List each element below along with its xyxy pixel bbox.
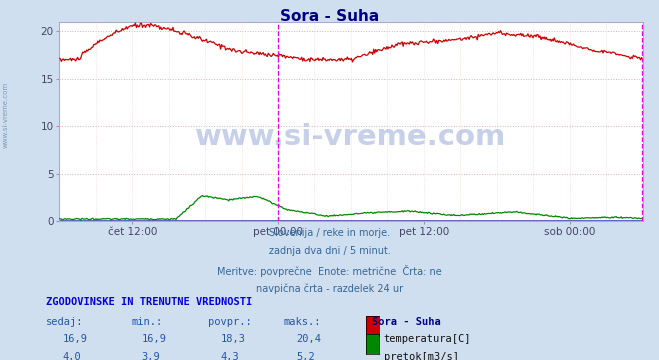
Text: pretok[m3/s]: pretok[m3/s] — [384, 352, 459, 360]
Text: Sora - Suha: Sora - Suha — [280, 9, 379, 24]
Text: 18,3: 18,3 — [221, 334, 246, 344]
Text: ZGODOVINSKE IN TRENUTNE VREDNOSTI: ZGODOVINSKE IN TRENUTNE VREDNOSTI — [46, 297, 252, 307]
Text: 20,4: 20,4 — [297, 334, 322, 344]
Text: temperatura[C]: temperatura[C] — [384, 334, 471, 344]
Text: maks.:: maks.: — [283, 317, 321, 327]
Text: zadnja dva dni / 5 minut.: zadnja dva dni / 5 minut. — [269, 246, 390, 256]
Text: Sora - Suha: Sora - Suha — [372, 317, 441, 327]
Text: www.si-vreme.com: www.si-vreme.com — [2, 82, 9, 148]
Text: povpr.:: povpr.: — [208, 317, 251, 327]
Text: Meritve: povprečne  Enote: metrične  Črta: ne: Meritve: povprečne Enote: metrične Črta:… — [217, 265, 442, 277]
Text: navpična črta - razdelek 24 ur: navpična črta - razdelek 24 ur — [256, 284, 403, 294]
Text: min.:: min.: — [132, 317, 163, 327]
Text: sedaj:: sedaj: — [46, 317, 84, 327]
Text: 16,9: 16,9 — [63, 334, 88, 344]
Text: 5,2: 5,2 — [297, 352, 315, 360]
Text: 4,3: 4,3 — [221, 352, 239, 360]
Text: 3,9: 3,9 — [142, 352, 160, 360]
Text: 16,9: 16,9 — [142, 334, 167, 344]
Text: Slovenija / reke in morje.: Slovenija / reke in morje. — [269, 228, 390, 238]
Text: www.si-vreme.com: www.si-vreme.com — [195, 123, 507, 152]
Text: 4,0: 4,0 — [63, 352, 81, 360]
